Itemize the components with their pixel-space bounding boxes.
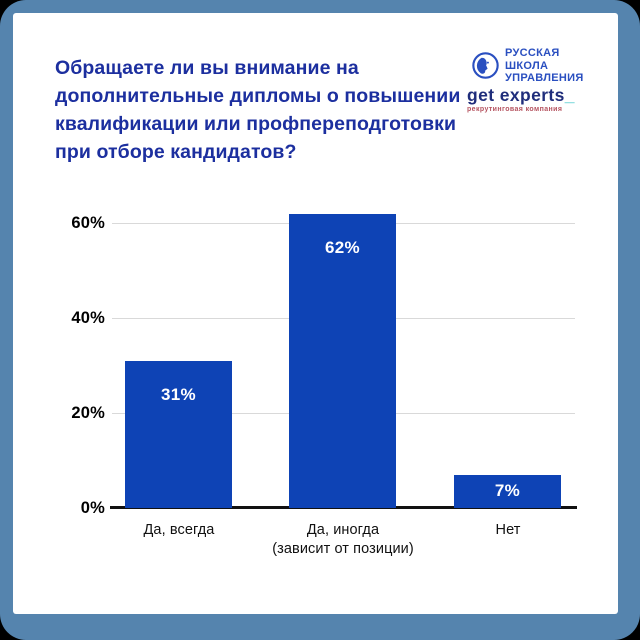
ytick-40: 40% bbox=[71, 309, 105, 327]
rsu-text-line: РУССКАЯ bbox=[505, 47, 560, 59]
bar-value-label: 31% bbox=[161, 384, 196, 404]
ytick-60: 60% bbox=[71, 214, 105, 232]
bar-value-label: 62% bbox=[325, 237, 360, 257]
rsu-emblem-icon bbox=[472, 52, 499, 79]
title-line: при отборе кандидатов? bbox=[55, 141, 297, 163]
xtick-yes-sometimes: Да, иногда (зависит от позиции) bbox=[272, 522, 414, 557]
xtick-yes-always: Да, всегда bbox=[143, 522, 215, 538]
bar-value-label: 7% bbox=[494, 481, 521, 501]
bar-group-no: 7% bbox=[454, 474, 561, 508]
rsu-text-line: ШКОЛА bbox=[505, 59, 549, 72]
get-experts-tagline: рекрутинговая компания bbox=[467, 106, 563, 113]
page-title: Обращаете ли вы внимание на дополнительн… bbox=[55, 54, 485, 166]
ytick-0: 0% bbox=[80, 499, 105, 517]
get-experts-name: get experts bbox=[467, 85, 565, 105]
bar-group-yes-always: 31% bbox=[125, 360, 232, 508]
content-card: Обращаете ли вы внимание на дополнительн… bbox=[13, 13, 618, 614]
get-experts-wordmark: get experts_ bbox=[467, 85, 575, 105]
bar-group-yes-sometimes: 62% bbox=[289, 213, 396, 508]
title-line: Обращаете ли вы внимание на bbox=[55, 57, 359, 79]
bar-rect: 31% bbox=[125, 360, 232, 508]
bar-rect: 7% bbox=[454, 474, 561, 508]
bar-rect: 62% bbox=[289, 213, 396, 508]
rsu-logo: РУССКАЯ ШКОЛА УПРАВЛЕНИЯ bbox=[472, 47, 584, 85]
bar-chart: 60% 40% 20% 0% 31% 62% 7% Да, всегда Да,… bbox=[13, 13, 618, 614]
rsu-text-line: УПРАВЛЕНИЯ bbox=[505, 72, 584, 84]
ytick-20: 20% bbox=[71, 404, 105, 422]
xtick-no: Нет bbox=[495, 522, 521, 538]
rsu-logo-text: РУССКАЯ ШКОЛА УПРАВЛЕНИЯ bbox=[505, 47, 584, 85]
title-line: квалификации или профпереподготовки bbox=[55, 113, 457, 135]
get-experts-logo: get experts_ рекрутинговая компания bbox=[467, 85, 575, 113]
title-line: дополнительные дипломы о повышении bbox=[55, 85, 461, 107]
get-experts-underscore: _ bbox=[564, 85, 575, 105]
